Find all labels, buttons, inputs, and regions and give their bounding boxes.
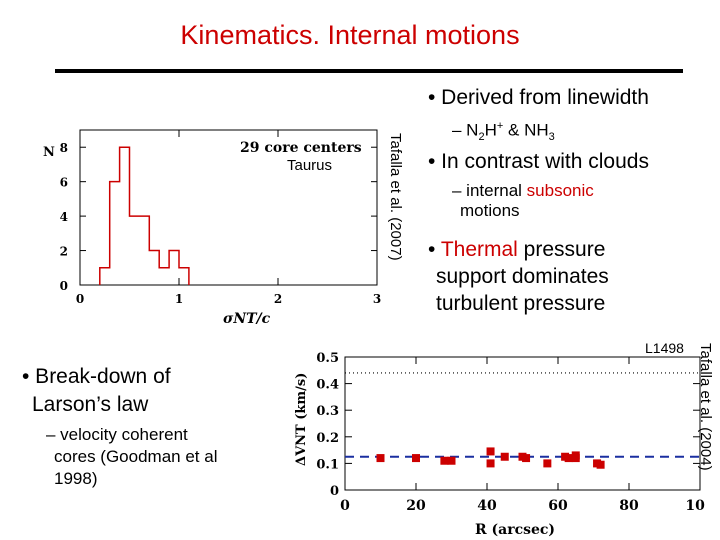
scatter-point xyxy=(412,454,420,463)
scatter-ytick-label: 0.4 xyxy=(316,378,339,393)
hist-bar xyxy=(179,268,189,285)
hist-region-label: Taurus xyxy=(287,157,332,174)
scatter-point xyxy=(596,460,605,469)
vc-line1: – velocity coherent xyxy=(46,425,188,444)
histogram-chart: 0 2 4 6 8 0 1 2 3 N 29 core centers Taurus σNT/c xyxy=(43,129,381,327)
scatter-ytick-label: 0 xyxy=(330,484,339,499)
scatter-ytick-label: 0.3 xyxy=(316,404,339,419)
credit-tafalla-2004: Tafalla et al. (2004) xyxy=(697,343,714,471)
larson-line2: Larson’s law xyxy=(32,393,149,416)
thermal-word: Thermal xyxy=(440,238,518,261)
l1498-label: L1498 xyxy=(645,340,684,356)
hist-xtick-label: 3 xyxy=(373,292,381,306)
thermal-line2: support dominates xyxy=(436,265,609,288)
bullet-larson-breakdown: • Break-down of Larson’s law xyxy=(22,363,171,419)
scatter-point xyxy=(543,459,552,468)
hist-xtick-label: 0 xyxy=(76,292,84,306)
hist-bar xyxy=(110,182,120,285)
hist-xtick-label: 1 xyxy=(175,292,183,306)
scatter-ylabel: ΔVNT (km/s) xyxy=(294,373,309,466)
hist-xlabel: σNT/c xyxy=(223,311,271,327)
scatter-xtick-label: 20 xyxy=(406,498,426,514)
scatter-point xyxy=(486,447,495,456)
scatter-point xyxy=(564,454,573,463)
scatter-ytick-label: 0.1 xyxy=(316,457,339,472)
vc-line2: cores (Goodman et al xyxy=(54,447,218,466)
n2h-subscript-2: 2 xyxy=(478,131,485,144)
sub-bullet-velocity-coherent: – velocity coherent cores (Goodman et al… xyxy=(46,424,217,490)
hist-ytick-label: 4 xyxy=(60,210,68,224)
bullet-thermal-pressure: • Thermal pressure support dominates tur… xyxy=(428,236,609,317)
slide-title: Kinematics. Internal motions xyxy=(180,20,520,50)
scatter-point xyxy=(522,454,531,463)
scatter-point xyxy=(440,456,449,465)
n2h-amp-nh: & NH xyxy=(503,120,549,140)
scatter-xtick-label: 60 xyxy=(548,498,568,514)
scatter-point xyxy=(571,454,580,463)
hist-ytick-label: 2 xyxy=(60,245,68,259)
hist-bar xyxy=(149,251,159,285)
sub-bullet-subsonic: – internal subsonic motions xyxy=(452,181,594,221)
hist-annotation: 29 core centers xyxy=(240,140,362,156)
thermal-pressure-text: pressure xyxy=(517,238,606,261)
title-rule xyxy=(55,69,683,73)
larson-line1: • Break-down of xyxy=(22,365,171,388)
n2h-dash-n: – N xyxy=(452,120,479,140)
scatter-frame xyxy=(344,356,701,491)
nh3-subscript-3: 3 xyxy=(548,131,555,144)
hist-xtick-label: 2 xyxy=(274,292,282,306)
scatter-xtick-label: 80 xyxy=(619,498,639,514)
scatter-point xyxy=(486,459,495,468)
scatter-point xyxy=(447,456,456,465)
hist-bar xyxy=(139,216,149,285)
n2h-h: H xyxy=(484,120,497,140)
hist-ytick-label: 6 xyxy=(60,176,68,190)
subsonic-word: subsonic xyxy=(526,181,594,200)
hist-frame xyxy=(79,129,378,286)
thermal-line3: turbulent pressure xyxy=(436,292,606,315)
hist-ytick-label: 8 xyxy=(60,141,68,155)
hist-ylabel: N xyxy=(43,145,55,160)
scatter-xtick-label: 0 xyxy=(340,498,350,514)
scatter-xtick-label: 100 xyxy=(685,498,705,514)
scatter-ytick-label: 0.5 xyxy=(316,351,339,366)
scatter-point xyxy=(500,452,509,461)
bullet-linewidth: • Derived from linewidth xyxy=(428,86,649,109)
hist-bar xyxy=(130,216,140,285)
scatter-xtick-label: 40 xyxy=(477,498,497,514)
subsonic-prefix: – internal xyxy=(452,181,527,200)
hist-bar xyxy=(100,268,110,285)
bullet-contrast-clouds: • In contrast with clouds xyxy=(428,150,649,173)
credit-tafalla-2007: Tafalla et al. (2007) xyxy=(387,133,404,261)
subsonic-motions: motions xyxy=(460,201,520,220)
hist-bar xyxy=(169,251,179,285)
hist-bar xyxy=(120,147,130,285)
scatter-chart: 0 0.1 0.2 0.3 0.4 0.5 0 20 40 60 80 100 ΔVNT (km/s)… xyxy=(294,351,705,538)
n2h-superscript-plus: + xyxy=(496,120,504,132)
vc-line3: 1998) xyxy=(54,469,98,488)
hist-step-line xyxy=(99,146,190,285)
scatter-point xyxy=(376,454,385,463)
scatter-ytick-label: 0.2 xyxy=(316,431,339,446)
hist-bar xyxy=(159,268,169,285)
hist-ytick-label: 0 xyxy=(60,279,68,293)
thermal-bullet-mark: • xyxy=(428,238,441,261)
scatter-xlabel: R (arcsec) xyxy=(475,522,555,538)
sub-bullet-n2h-nh3: – N2H+ & NH3 xyxy=(452,120,555,143)
